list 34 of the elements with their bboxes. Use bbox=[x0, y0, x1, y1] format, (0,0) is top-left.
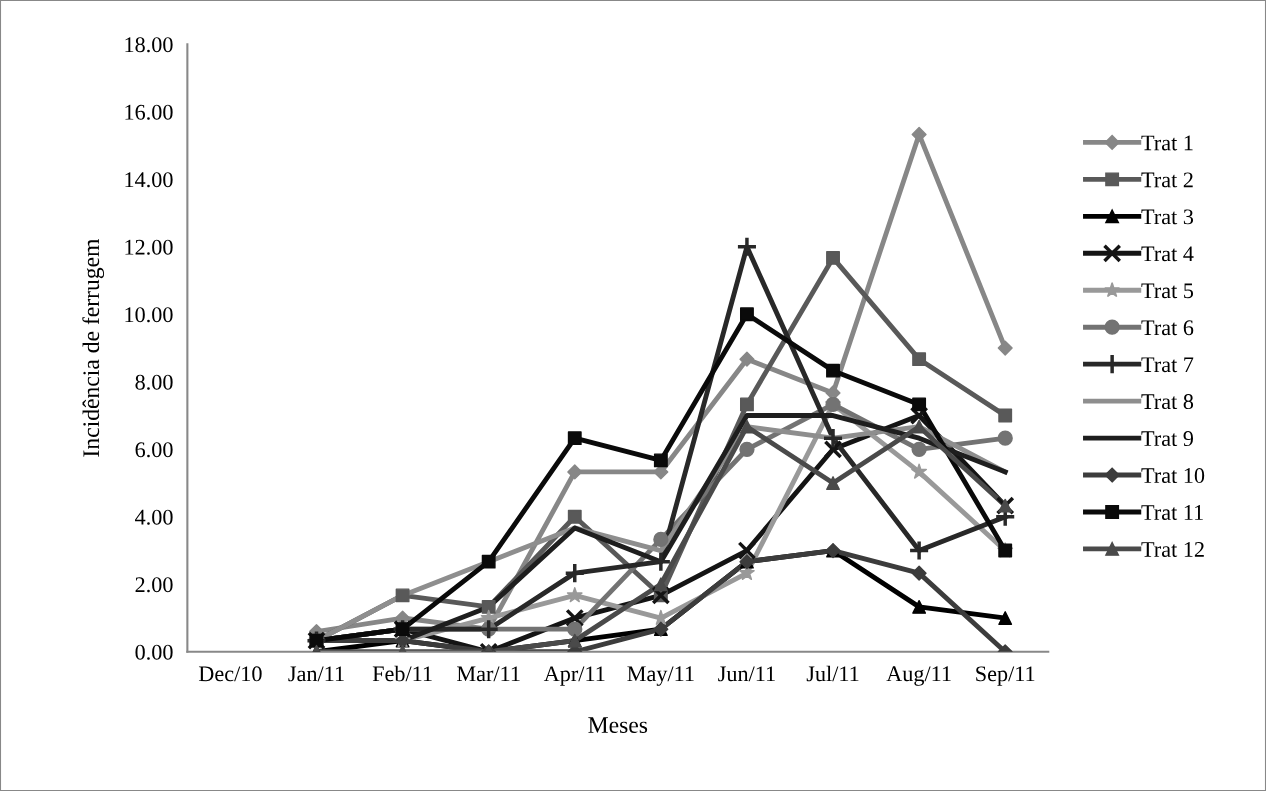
x-tick-label: Jun/11 bbox=[718, 666, 775, 682]
x-tick-label: Jan/11 bbox=[288, 666, 344, 682]
legend-label: Trat 9 bbox=[1141, 431, 1194, 447]
x-tick-label: Apr/11 bbox=[543, 666, 605, 686]
legend-label: Trat 10 bbox=[1141, 468, 1205, 484]
y-axis-title: Incidência de ferrugem bbox=[82, 238, 105, 457]
legend-label: Trat 7 bbox=[1141, 357, 1194, 373]
x-tick-label: Aug/11 bbox=[886, 666, 951, 686]
y-tick-label: 12.00 bbox=[125, 239, 173, 255]
x-tick-label: Mar/11 bbox=[457, 666, 520, 682]
y-tick-label: 14.00 bbox=[125, 172, 173, 188]
y-tick-label: 2.00 bbox=[135, 577, 173, 593]
y-tick-label: 0.00 bbox=[135, 644, 173, 660]
x-tick-label: Sep/11 bbox=[976, 666, 1035, 686]
y-tick-label: 16.00 bbox=[125, 104, 173, 120]
legend-label: Trat 4 bbox=[1141, 246, 1194, 262]
y-tick-label: 4.00 bbox=[135, 509, 173, 525]
legend-label: Trat 1 bbox=[1141, 135, 1193, 151]
legend-label: Trat 11 bbox=[1141, 505, 1203, 520]
x-tick-label: Feb/11 bbox=[372, 665, 432, 682]
legend-label: Trat 8 bbox=[1141, 394, 1194, 410]
y-tick-label: 8.00 bbox=[135, 374, 173, 390]
legend-label: Trat 3 bbox=[1141, 209, 1194, 225]
x-tick-label: Jul/11 bbox=[806, 665, 859, 682]
legend-label: Trat 2 bbox=[1141, 172, 1193, 188]
x-tick-label: May/11 bbox=[627, 666, 694, 686]
x-tick-label: Dec/10 bbox=[198, 666, 262, 682]
y-tick-label: 6.00 bbox=[135, 442, 173, 458]
y-tick-label: 18.00 bbox=[125, 37, 173, 53]
x-axis-title: Meses bbox=[588, 717, 648, 733]
y-tick-label: 10.00 bbox=[125, 307, 173, 323]
legend-label: Trat 5 bbox=[1141, 283, 1194, 299]
legend-label: Trat 12 bbox=[1141, 541, 1204, 557]
legend-label: Trat 6 bbox=[1141, 320, 1194, 336]
